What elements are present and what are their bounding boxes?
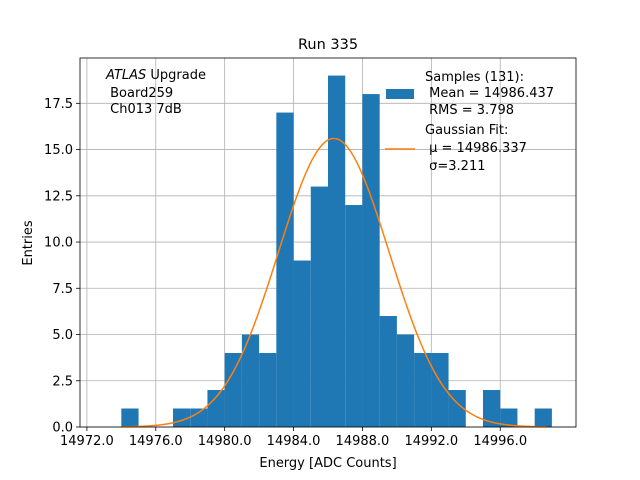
y-tick-label: 7.5 — [52, 282, 73, 297]
x-tick-label: 14976.0 — [129, 434, 183, 449]
histogram-bar — [224, 353, 242, 427]
histogram-bar — [310, 186, 328, 427]
legend-samples-swatch — [386, 89, 414, 99]
histogram-bar — [328, 75, 346, 428]
y-axis-label: Entries — [21, 220, 36, 266]
legend-fit-sigma: σ=3.211 — [425, 159, 485, 174]
annotation-channel: Ch013 7dB — [106, 102, 182, 117]
histogram-bar — [431, 353, 449, 427]
x-axis-label: Energy [ADC Counts] — [259, 456, 396, 471]
x-tick-label: 14984.0 — [267, 434, 321, 449]
histogram-bar — [121, 408, 139, 427]
x-axis-ticks: 14972.0 14976.0 14980.0 14984.0 14988.0 14992… — [60, 427, 527, 449]
histogram-bar — [396, 334, 415, 427]
histogram-bar — [414, 353, 432, 427]
y-tick-label: 5.0 — [52, 328, 73, 343]
annotation-atlas: ATLAS — [105, 68, 146, 83]
legend-samples-rms: RMS = 3.798 — [425, 103, 514, 118]
histogram-bar — [379, 316, 397, 427]
x-tick-label: 14980.0 — [198, 434, 252, 449]
legend-samples-title: Samples (131): — [425, 70, 524, 85]
chart-title: Run 335 — [298, 37, 358, 53]
y-tick-label: 12.5 — [44, 189, 73, 204]
x-tick-label: 14988.0 — [336, 434, 390, 449]
histogram-bar — [190, 408, 208, 427]
histogram-bar — [483, 390, 501, 427]
histogram-bar — [534, 408, 552, 427]
histogram-bar — [207, 390, 225, 427]
x-tick-label: 14992.0 — [404, 434, 458, 449]
gaussian-fit-line — [121, 137, 547, 428]
histogram-bar — [362, 94, 380, 427]
annotation-upgrade: Upgrade — [146, 68, 206, 83]
histogram-bar — [293, 260, 311, 427]
atlas-annotation: ATLAS Upgrade Board259 Ch013 7dB — [105, 68, 206, 117]
histogram-bar — [241, 334, 260, 427]
legend-fit-mu: μ = 14986.337 — [425, 141, 527, 156]
histogram-bar — [345, 205, 363, 427]
histogram-bar — [276, 112, 294, 428]
y-tick-label: 17.5 — [44, 97, 73, 112]
y-tick-label: 2.5 — [52, 374, 73, 389]
x-tick-label: 14996.0 — [473, 434, 527, 449]
legend-fit-title: Gaussian Fit: — [425, 123, 508, 138]
y-axis-ticks: 0.0 2.5 5.0 7.5 10.0 12.5 15.0 17.5 — [44, 97, 80, 436]
histogram-bar — [259, 353, 277, 427]
y-tick-label: 10.0 — [44, 236, 73, 251]
y-tick-label: 0.0 — [52, 421, 73, 436]
y-tick-label: 15.0 — [44, 143, 73, 158]
legend-samples-mean: Mean = 14986.437 — [425, 86, 554, 101]
histogram-bar — [500, 408, 518, 427]
plot-frame — [79, 57, 577, 428]
bars — [121, 75, 552, 428]
legend: Samples (131): Mean = 14986.437 RMS = 3.… — [385, 70, 554, 174]
annotation-board: Board259 — [106, 86, 173, 101]
svg-text:ATLAS Upgrade: ATLAS Upgrade — [105, 68, 206, 83]
x-tick-label: 14972.0 — [60, 434, 114, 449]
